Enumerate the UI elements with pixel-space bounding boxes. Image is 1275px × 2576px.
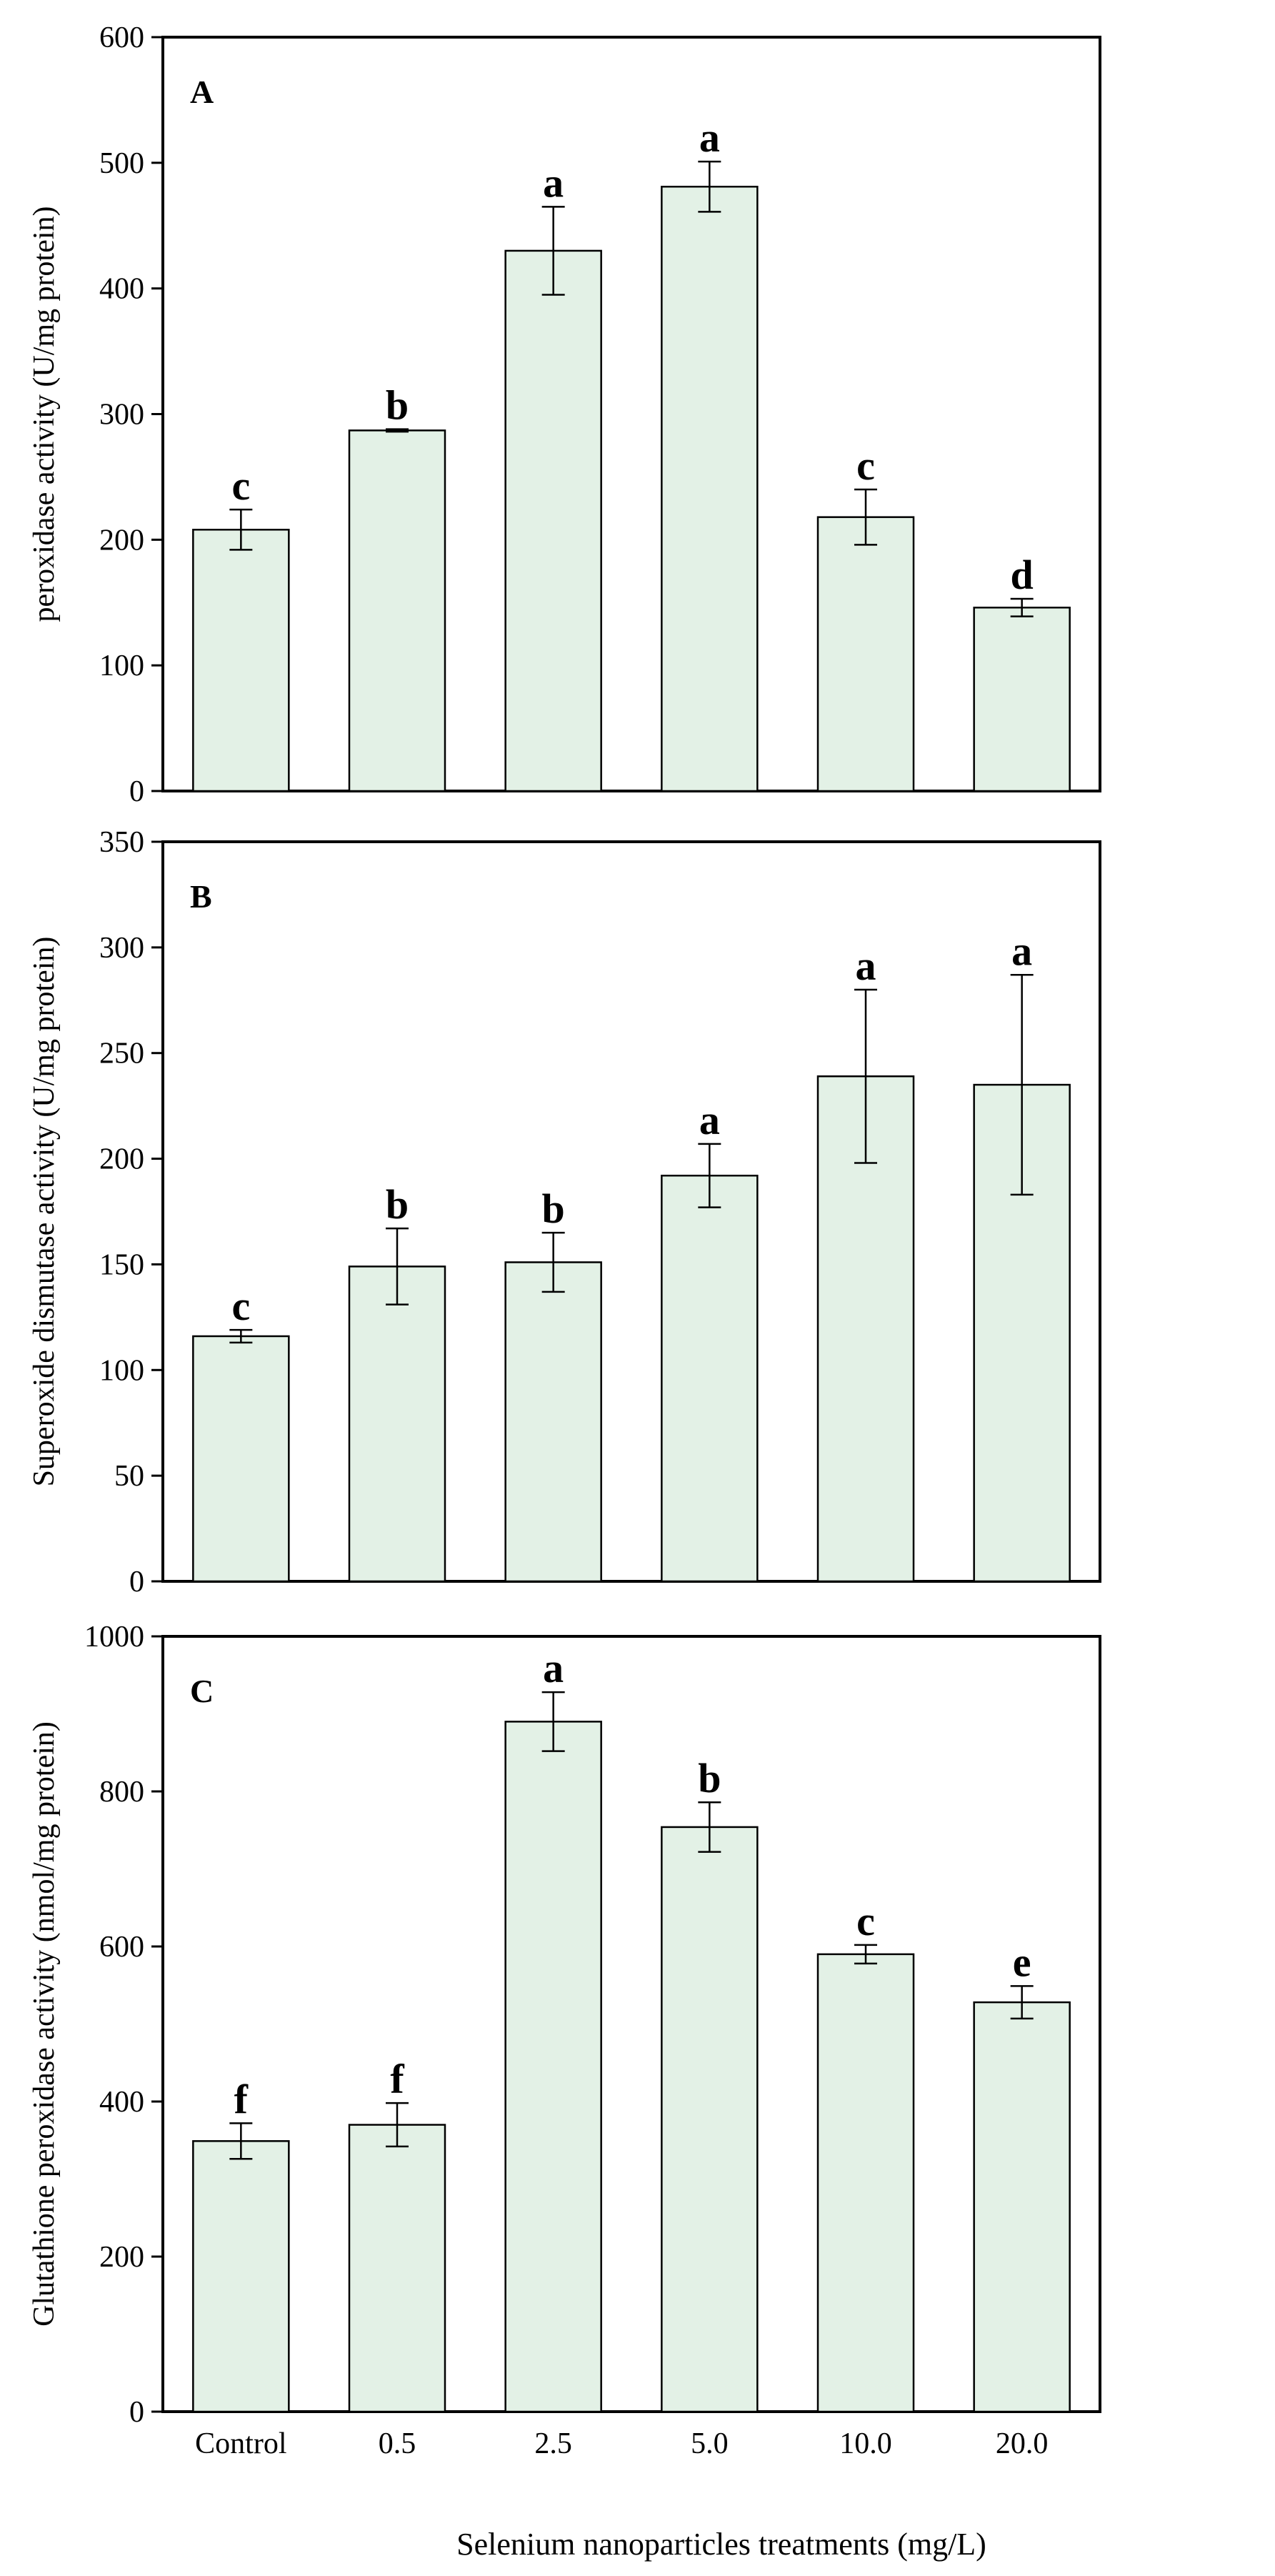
- y-tick-label: 350: [99, 826, 144, 859]
- significance-letter: f: [390, 2056, 404, 2102]
- bar: [192, 1335, 290, 1583]
- y-tick-label: 800: [99, 1776, 144, 1809]
- bar: [661, 185, 759, 792]
- significance-letter: a: [1011, 928, 1032, 974]
- panel-frame: [161, 1635, 1101, 2413]
- y-tick-label: 100: [99, 650, 144, 682]
- panel-letter: B: [190, 878, 212, 915]
- bar: [661, 1174, 759, 1583]
- y-tick-label: 150: [99, 1248, 144, 1281]
- y-tick-label: 500: [99, 147, 144, 180]
- y-tick-label: 250: [99, 1038, 144, 1070]
- x-tick-label: 2.5: [534, 2427, 572, 2460]
- y-tick-label: 50: [114, 1460, 144, 1493]
- significance-letter: b: [698, 1755, 721, 1801]
- bar: [348, 2124, 446, 2413]
- significance-letter: a: [699, 114, 720, 161]
- x-axis-title: Selenium nanoparticles treatments (mg/L): [456, 2527, 986, 2562]
- panel-letter: A: [190, 74, 214, 110]
- bar: [973, 2001, 1071, 2413]
- bar: [661, 1826, 759, 2413]
- significance-letter: a: [699, 1097, 720, 1143]
- significance-letter: e: [1013, 1939, 1031, 1985]
- significance-letter: f: [234, 2076, 249, 2122]
- panel-c: 0 200 400 600 800 1000 Glutathione peroxidase …: [28, 1621, 1101, 2460]
- significance-letter: b: [386, 382, 409, 429]
- bar: [192, 2140, 290, 2413]
- significance-letter: c: [231, 1283, 250, 1329]
- panel-frame: [161, 36, 1101, 792]
- y-axis-title: Glutathione peroxidase activity (nmol/mg…: [28, 1721, 61, 2327]
- x-tick-label: 10.0: [839, 2427, 892, 2460]
- y-tick-label: 400: [99, 273, 144, 306]
- y-tick-label: 100: [99, 1354, 144, 1387]
- significance-letter: a: [543, 1645, 564, 1691]
- y-tick-label: 0: [129, 1566, 144, 1598]
- y-tick-label: 400: [99, 2086, 144, 2119]
- y-axis-title: Superoxide dismutase activity (U/mg prot…: [28, 937, 61, 1487]
- bar: [504, 1261, 602, 1583]
- bar: [504, 249, 602, 792]
- y-tick-label: 1000: [84, 1621, 144, 1653]
- x-tick-label: 0.5: [379, 2427, 416, 2460]
- bar: [816, 516, 915, 792]
- y-tick-label: 200: [99, 1143, 144, 1176]
- significance-letter: a: [856, 943, 876, 989]
- significance-letter: b: [386, 1181, 409, 1228]
- bar: [973, 607, 1071, 792]
- y-axis-title: peroxidase activity (U/mg protein): [28, 207, 61, 622]
- panel-b: 0 50 100 150 200 250 300 350 Superoxide dismutas…: [28, 826, 1101, 1598]
- significance-letter: c: [856, 1898, 875, 1944]
- y-tick-label: 200: [99, 524, 144, 557]
- panel-a: 0 100 200 300 400 500 600 peroxidase activity (…: [28, 21, 1101, 808]
- significance-letter: c: [856, 442, 875, 489]
- significance-letter: d: [1011, 552, 1034, 598]
- y-tick-label: 600: [99, 21, 144, 54]
- bar: [348, 1265, 446, 1583]
- y-tick-label: 300: [99, 399, 144, 432]
- bar: [816, 1953, 915, 2413]
- x-tick-label: Control: [195, 2427, 286, 2460]
- x-tick-label: 20.0: [996, 2427, 1049, 2460]
- y-tick-label: 300: [99, 932, 144, 965]
- significance-letter: c: [231, 462, 250, 509]
- bar: [192, 529, 290, 792]
- y-tick-label: 0: [129, 2396, 144, 2429]
- bar: [504, 1721, 602, 2413]
- x-tick-label: 5.0: [691, 2427, 729, 2460]
- significance-letter: b: [542, 1185, 565, 1232]
- panel-frame: [161, 840, 1101, 1583]
- panel-letter: C: [190, 1673, 214, 1709]
- y-tick-label: 200: [99, 2241, 144, 2274]
- y-tick-label: 0: [129, 775, 144, 808]
- significance-letter: a: [543, 159, 564, 206]
- y-tick-label: 600: [99, 1931, 144, 1964]
- bar: [348, 429, 446, 792]
